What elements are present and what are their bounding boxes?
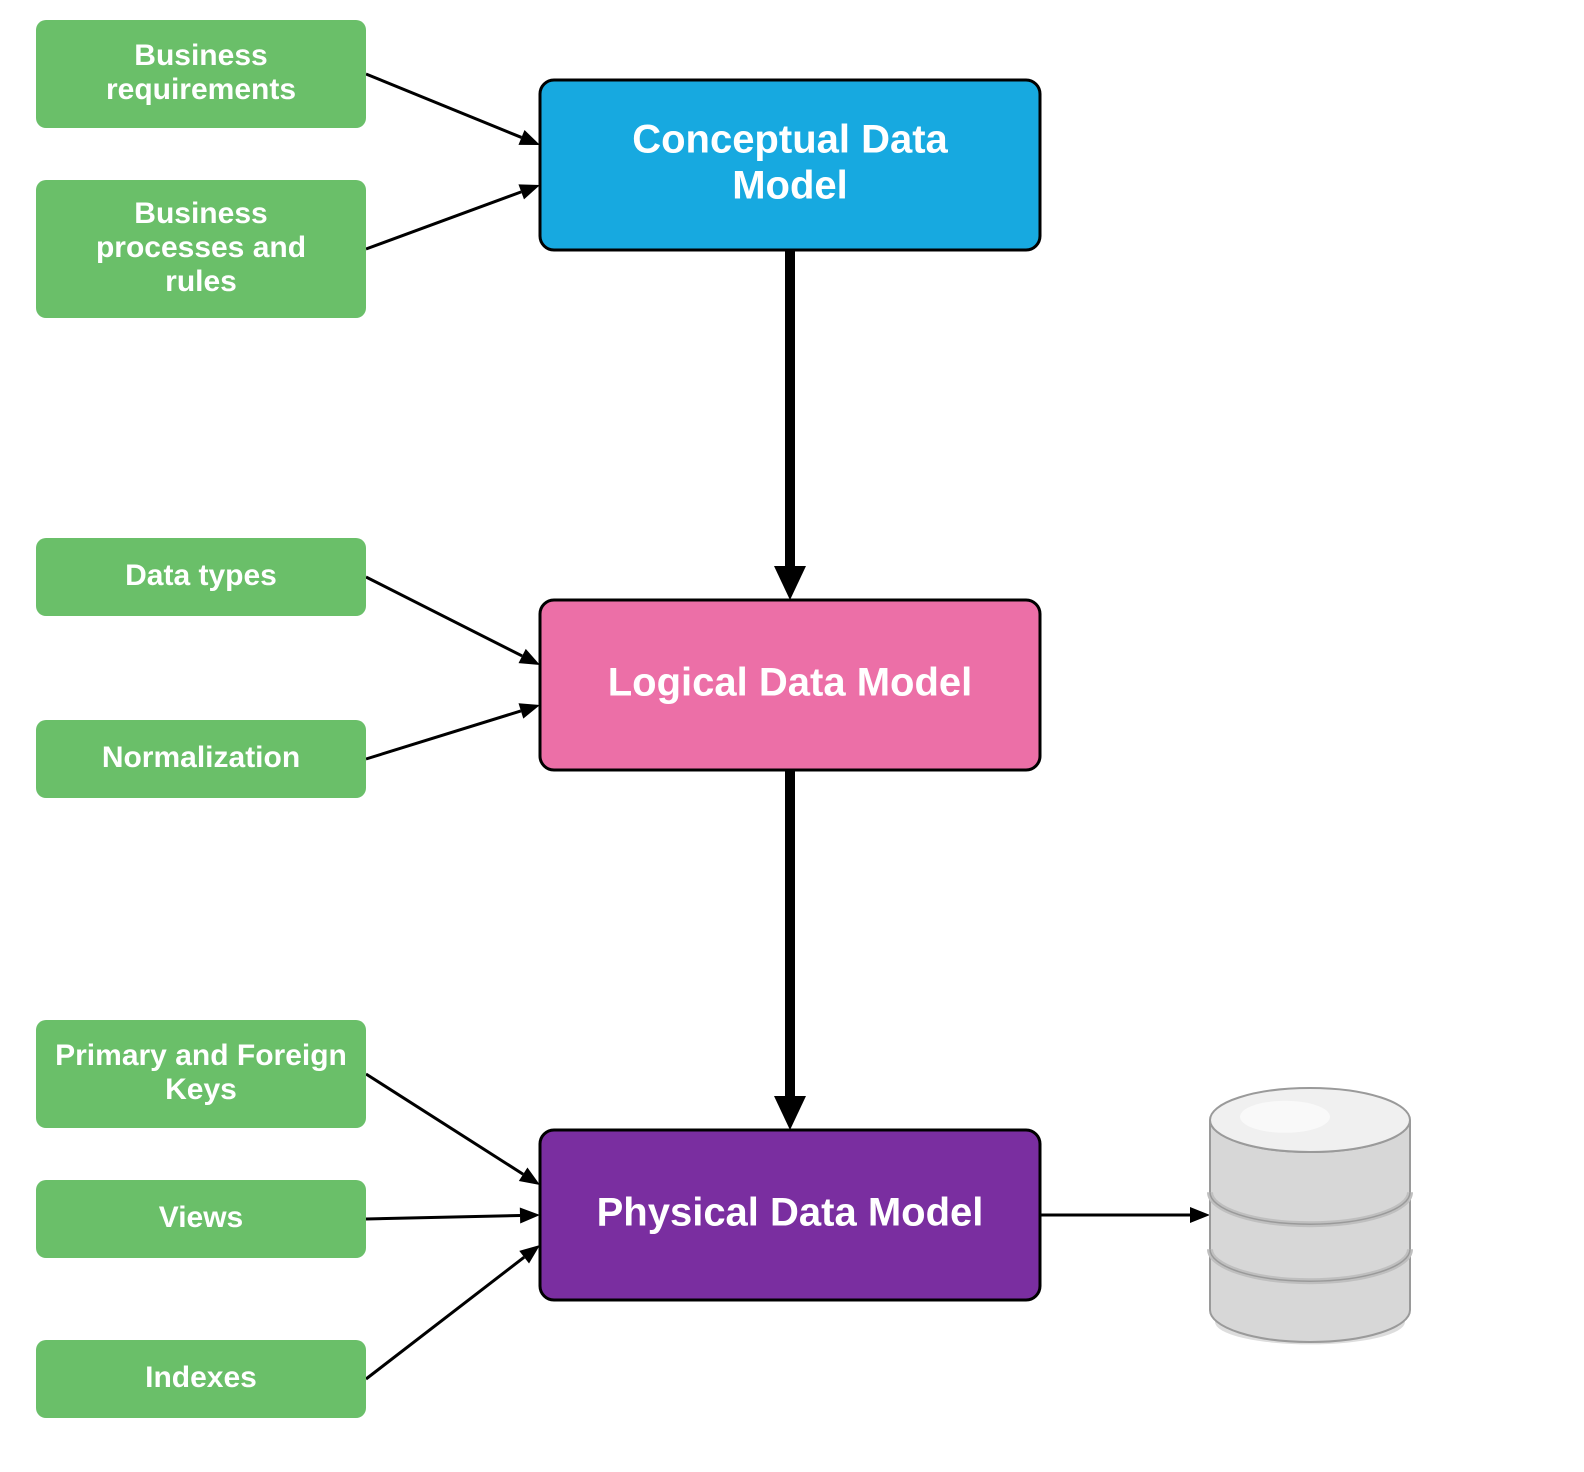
edge-arrowhead: [519, 1245, 540, 1264]
input-node-in_norm: Normalization: [36, 720, 366, 798]
edge-arrowhead: [1190, 1207, 1210, 1223]
node-label: rules: [165, 265, 237, 298]
edge-arrowhead: [774, 1096, 806, 1130]
node-label: Model: [732, 164, 848, 208]
model-node-m_phys: Physical Data Model: [540, 1130, 1040, 1300]
edge-arrowhead: [519, 649, 540, 665]
node-label: Business: [134, 39, 267, 72]
edge-arrowhead: [518, 184, 540, 199]
node-label: processes and: [96, 231, 306, 264]
input-node-in_proc: Businessprocesses andrules: [36, 180, 366, 318]
node-label: Indexes: [145, 1361, 257, 1394]
edge-line: [366, 192, 521, 249]
input-node-in_idx: Indexes: [36, 1340, 366, 1418]
node-label: Views: [159, 1201, 244, 1234]
model-node-m_log: Logical Data Model: [540, 600, 1040, 770]
node-label: Conceptual Data: [632, 118, 948, 162]
database-icon: [1210, 1088, 1410, 1344]
node-label: Logical Data Model: [608, 661, 973, 705]
node-label: Primary and Foreign: [55, 1039, 347, 1072]
edge-line: [366, 1215, 520, 1219]
input-node-in_views: Views: [36, 1180, 366, 1258]
edge-arrowhead: [519, 1167, 540, 1185]
edge-arrowhead: [519, 703, 540, 718]
input-node-in_types: Data types: [36, 538, 366, 616]
edge-line: [366, 577, 522, 656]
edge-arrowhead: [520, 1207, 540, 1223]
edge-line: [366, 74, 521, 137]
node-label: Keys: [165, 1073, 237, 1106]
node-label: Physical Data Model: [597, 1191, 984, 1235]
input-node-in_keys: Primary and ForeignKeys: [36, 1020, 366, 1128]
edge-line: [366, 711, 521, 759]
node-label: Business: [134, 197, 267, 230]
node-label: Normalization: [102, 741, 300, 774]
model-node-m_conc: Conceptual DataModel: [540, 80, 1040, 250]
flowchart-canvas: BusinessrequirementsBusinessprocesses an…: [0, 0, 1584, 1472]
node-label: Data types: [125, 559, 277, 592]
edge-line: [366, 1074, 523, 1174]
edge-arrowhead: [774, 566, 806, 600]
node-label: requirements: [106, 73, 296, 106]
input-node-in_req: Businessrequirements: [36, 20, 366, 128]
edge-arrowhead: [518, 130, 540, 145]
edge-line: [366, 1257, 524, 1379]
